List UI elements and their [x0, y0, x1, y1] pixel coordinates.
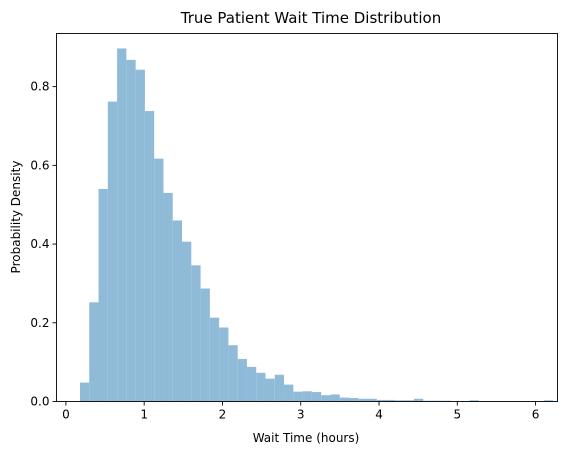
histogram-bar [246, 366, 257, 402]
x-tick-label: 6 [532, 408, 540, 422]
histogram-bar [386, 399, 396, 402]
histogram-bar [293, 391, 303, 402]
plot-frame [56, 33, 558, 402]
histogram-bar [358, 398, 368, 402]
y-tick-label: 0.6 [30, 158, 49, 172]
histogram-bar [117, 48, 127, 402]
y-tick-label: 0.2 [30, 316, 49, 330]
x-tick-label: 2 [219, 408, 227, 422]
y-tick-label: 0.8 [30, 80, 49, 94]
histogram-bar [237, 358, 247, 402]
histogram-bar [274, 374, 285, 402]
histogram-bar [154, 158, 164, 402]
histogram-bar [163, 192, 173, 402]
x-tick-label: 5 [453, 408, 461, 422]
y-tick-label: 0.0 [30, 395, 49, 409]
histogram-bar [107, 101, 118, 402]
histogram-bar [395, 400, 405, 402]
histogram-bar [284, 384, 294, 402]
histogram-bar [191, 265, 201, 402]
histogram-bar [543, 400, 554, 402]
histogram-bar [172, 220, 183, 402]
histogram-bar [302, 391, 312, 402]
histogram-bar [265, 378, 275, 402]
histogram-bar [404, 400, 414, 402]
histogram-bars [79, 48, 554, 402]
histogram-bar [135, 69, 145, 402]
chart-title: True Patient Wait Time Distribution [180, 9, 442, 27]
x-tick-label: 1 [140, 408, 148, 422]
histogram-bar [330, 394, 340, 402]
histogram-bar [348, 397, 359, 402]
histogram-bar [209, 317, 220, 402]
x-axis-label: Wait Time (hours) [253, 431, 360, 445]
histogram-bar [256, 372, 266, 402]
histogram-bar [126, 59, 136, 402]
x-tick-label: 0 [62, 408, 70, 422]
x-tick-label: 3 [297, 408, 305, 422]
x-axis-ticks: 0 1 2 3 4 5 6 [62, 401, 540, 422]
histogram-bar [339, 397, 349, 402]
y-tick-label: 0.4 [30, 237, 49, 251]
histogram-bar [182, 241, 192, 402]
y-axis-ticks: 0.0 0.2 0.4 0.6 0.8 [30, 80, 57, 409]
histogram-bar [376, 399, 387, 402]
histogram-bar [228, 345, 238, 402]
histogram-bar [413, 398, 424, 402]
histogram-bar [98, 188, 108, 402]
histogram-bar [367, 398, 377, 402]
histogram-bar [469, 400, 479, 402]
histogram-bar [144, 111, 155, 402]
y-axis-label: Probability Density [9, 161, 23, 274]
histogram-bar [200, 288, 210, 402]
histogram-bar [219, 327, 229, 402]
histogram-bar [311, 392, 322, 402]
histogram-bar [79, 382, 90, 402]
x-tick-label: 4 [375, 408, 383, 422]
histogram-bar [89, 302, 99, 402]
histogram-bar [321, 395, 331, 402]
